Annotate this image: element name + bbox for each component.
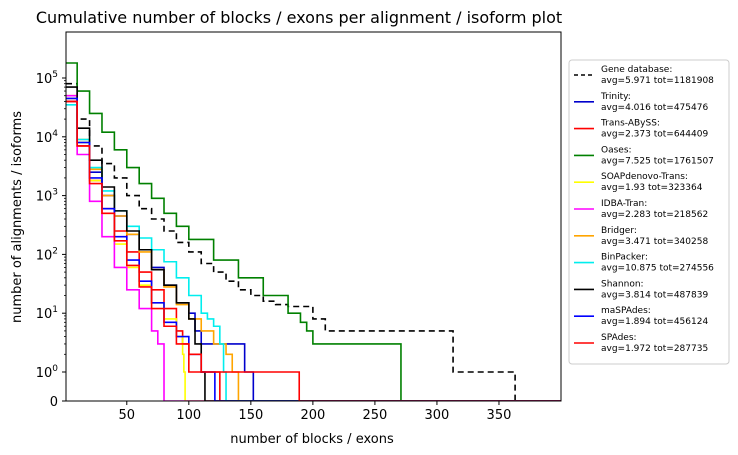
y-tick-base-0: 0 — [50, 395, 58, 410]
legend-name-4: SOAPdenovo-Trans: — [601, 172, 688, 182]
legend-stats-4: avg=1.93 tot=323364 — [601, 183, 703, 193]
x-tick-label-2: 150 — [238, 408, 263, 423]
legend-stats-1: avg=4.016 tot=475476 — [601, 103, 708, 113]
x-tick-label-4: 250 — [362, 408, 387, 423]
y-tick-base-5: 10 — [36, 131, 53, 146]
y-tick-exp-1: 0 — [52, 364, 58, 374]
y-tick-label-2: 101 — [36, 305, 58, 322]
y-tick-exp-3: 2 — [52, 246, 58, 256]
plot-frame — [65, 31, 562, 402]
x-tick-label-0: 50 — [119, 408, 136, 423]
x-ticks: 50 100 150 200 250 300 350 — [119, 401, 512, 423]
y-axis-label: number of alignments / isoforms — [10, 111, 25, 323]
y-tick-exp-6: 5 — [52, 70, 58, 80]
y-tick-label-0: 0 — [50, 395, 58, 410]
y-tick-label-4: 103 — [36, 188, 58, 205]
x-axis-label: number of blocks / exons — [230, 432, 394, 447]
legend-frame — [568, 59, 730, 365]
series-line-7 — [66, 104, 561, 401]
series-line-5 — [66, 94, 561, 401]
y-tick-label-3: 102 — [36, 246, 58, 263]
legend-stats-5: avg=2.283 tot=218562 — [601, 210, 708, 220]
legend-stats-6: avg=3.471 tot=340258 — [601, 237, 708, 247]
legend-stats-8: avg=3.814 tot=487839 — [601, 290, 708, 300]
legend-name-2: Trans-ABySS: — [600, 119, 660, 129]
series-line-8 — [66, 86, 561, 401]
legend-name-9: maSPAdes: — [601, 306, 651, 316]
legend-stats-0: avg=5.971 tot=1181908 — [601, 76, 714, 86]
legend-name-7: BinPacker: — [601, 253, 648, 263]
legend-stats-10: avg=1.972 tot=287735 — [601, 344, 708, 354]
legend-name-3: Oases: — [601, 145, 632, 155]
series-line-10 — [66, 100, 561, 401]
legend-name-10: SPAdes: — [601, 333, 637, 343]
legend-stats-7: avg=10.875 tot=274556 — [601, 264, 714, 274]
y-tick-label-6: 105 — [36, 70, 58, 87]
legend-stats-3: avg=7.525 tot=1761507 — [601, 156, 714, 166]
legend-stats-2: avg=2.373 tot=644409 — [601, 130, 708, 140]
plot-area — [65, 31, 562, 402]
y-tick-exp-2: 1 — [52, 305, 58, 315]
legend-name-8: Shannon: — [601, 279, 644, 289]
x-tick-label-6: 350 — [487, 408, 512, 423]
legend-name-1: Trinity: — [600, 92, 631, 102]
x-tick-label-5: 300 — [425, 408, 450, 423]
y-tick-base-4: 10 — [36, 190, 53, 205]
y-tick-exp-5: 4 — [52, 129, 58, 139]
y-tick-base-1: 10 — [36, 366, 53, 381]
y-tick-label-5: 104 — [36, 129, 59, 146]
y-tick-base-3: 10 — [36, 248, 53, 263]
legend-name-0: Gene database: — [601, 65, 672, 75]
y-tick-base-2: 10 — [36, 307, 53, 322]
series-line-0 — [66, 82, 561, 401]
series-line-4 — [66, 94, 561, 401]
series-lines — [66, 62, 561, 401]
legend-name-5: IDBA-Tran: — [601, 199, 647, 209]
chart-title: Cumulative number of blocks / exons per … — [36, 8, 562, 27]
x-tick-label-3: 200 — [300, 408, 325, 423]
series-line-3 — [66, 62, 561, 401]
y-tick-exp-4: 3 — [52, 188, 58, 198]
x-tick-label-1: 100 — [176, 408, 201, 423]
legend-stats-9: avg=1.894 tot=456124 — [601, 317, 708, 327]
y-tick-base-6: 10 — [36, 72, 53, 87]
legend-name-6: Bridger: — [601, 226, 637, 236]
y-tick-label-1: 100 — [36, 364, 59, 381]
legend: Gene database:avg=5.971 tot=1181908 Trini… — [568, 59, 730, 365]
